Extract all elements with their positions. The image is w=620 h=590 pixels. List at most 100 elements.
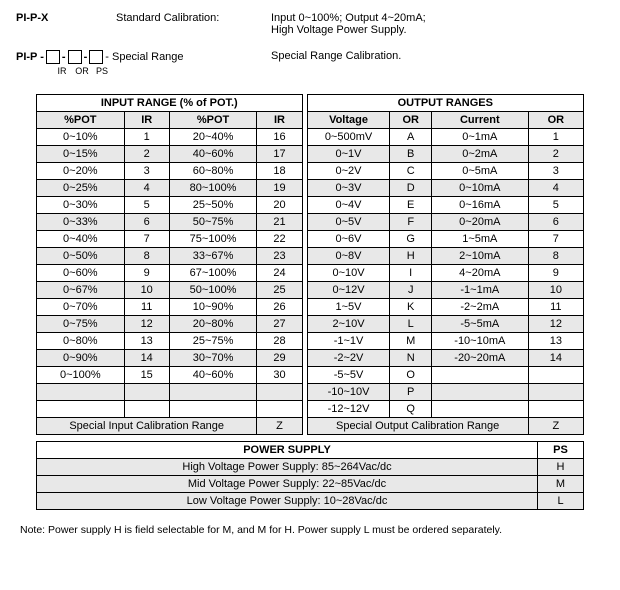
ps-code: L (538, 493, 584, 510)
table-cell: 29 (257, 350, 302, 367)
table-cell: 8 (124, 248, 169, 265)
pipp-sublabels: IR OR PS (52, 66, 271, 76)
table-cell: 27 (257, 316, 302, 333)
table-cell: 0~10mA (431, 180, 528, 197)
table-cell: 0~40% (37, 231, 125, 248)
output-col-voltage: Voltage (307, 112, 390, 129)
table-cell: 30 (257, 367, 302, 384)
table-cell: L (390, 316, 431, 333)
table-cell: 2~10V (307, 316, 390, 333)
table-cell (431, 367, 528, 384)
table-cell: 7 (528, 231, 583, 248)
table-cell: 25~50% (169, 197, 257, 214)
table-cell (169, 401, 257, 418)
table-cell: 24 (257, 265, 302, 282)
table-cell: 30~70% (169, 350, 257, 367)
table-cell: 7 (124, 231, 169, 248)
table-cell: 25 (257, 282, 302, 299)
table-cell (257, 384, 302, 401)
table-cell: 22 (257, 231, 302, 248)
table-cell: 3 (528, 163, 583, 180)
footer-note: Note: Power supply H is field selectable… (20, 524, 600, 536)
table-cell: 50~75% (169, 214, 257, 231)
table-row: 0~5VF0~20mA6 (307, 214, 583, 231)
table-cell: 4 (528, 180, 583, 197)
table-cell: I (390, 265, 431, 282)
table-row: 0~67%1050~100%25 (37, 282, 303, 299)
table-row: 0~40%775~100%22 (37, 231, 303, 248)
table-row: 0~100%1540~60%30 (37, 367, 303, 384)
table-cell (124, 384, 169, 401)
ps-label: High Voltage Power Supply: 85~264Vac/dc (37, 459, 538, 476)
output-col-current: Current (431, 112, 528, 129)
input-range-title: INPUT RANGE (% of POT.) (37, 95, 303, 112)
output-range-title: OUTPUT RANGES (307, 95, 583, 112)
table-row: 0~2VC0~5mA3 (307, 163, 583, 180)
table-cell: 6 (124, 214, 169, 231)
table-cell: 0~3V (307, 180, 390, 197)
table-cell: Q (390, 401, 431, 418)
pipp-dash1: - (62, 51, 66, 63)
table-cell: 0~50% (37, 248, 125, 265)
table-row: -2~2VN-20~20mA14 (307, 350, 583, 367)
pipx-desc-line2: High Voltage Power Supply. (271, 24, 604, 36)
pipx-desc-line1: Input 0~100%; Output 4~20mA; (271, 12, 604, 24)
input-col-pot-r: %POT (169, 112, 257, 129)
table-cell: 11 (124, 299, 169, 316)
table-cell: -10~10mA (431, 333, 528, 350)
table-row: 0~60%967~100%24 (37, 265, 303, 282)
table-cell: 1~5mA (431, 231, 528, 248)
table-cell: 21 (257, 214, 302, 231)
table-row: 0~30%525~50%20 (37, 197, 303, 214)
table-cell: 0~25% (37, 180, 125, 197)
table-cell: -1~1mA (431, 282, 528, 299)
table-cell: M (390, 333, 431, 350)
table-cell: 75~100% (169, 231, 257, 248)
pipx-desc: Input 0~100%; Output 4~20mA; High Voltag… (271, 12, 604, 36)
table-cell: O (390, 367, 431, 384)
power-supply-table: POWER SUPPLY PS High Voltage Power Suppl… (36, 441, 584, 510)
table-cell: 15 (124, 367, 169, 384)
table-row: 0~10%120~40%16 (37, 129, 303, 146)
output-range-table: OUTPUT RANGES Voltage OR Current OR 0~50… (307, 94, 584, 435)
table-cell: 0~8V (307, 248, 390, 265)
pipp-sub-or: OR (72, 66, 92, 76)
table-cell: -10~10V (307, 384, 390, 401)
output-special-code: Z (528, 418, 583, 435)
table-cell: 19 (257, 180, 302, 197)
pipp-box-or (68, 50, 82, 64)
table-cell: 0~80% (37, 333, 125, 350)
ps-label: Mid Voltage Power Supply: 22~85Vac/dc (37, 476, 538, 493)
table-row: 0~75%1220~80%27 (37, 316, 303, 333)
table-cell: 25~75% (169, 333, 257, 350)
table-cell: 17 (257, 146, 302, 163)
table-row: High Voltage Power Supply: 85~264Vac/dcH (37, 459, 584, 476)
table-row: 0~12VJ-1~1mA10 (307, 282, 583, 299)
table-cell: 5 (528, 197, 583, 214)
table-cell: 13 (124, 333, 169, 350)
ps-code: H (538, 459, 584, 476)
table-cell: 0~20% (37, 163, 125, 180)
table-cell: 2~10mA (431, 248, 528, 265)
table-cell: 0~100% (37, 367, 125, 384)
table-cell (37, 384, 125, 401)
table-cell: 0~1mA (431, 129, 528, 146)
input-col-ir-l: IR (124, 112, 169, 129)
table-cell (431, 401, 528, 418)
table-cell: P (390, 384, 431, 401)
table-cell: 50~100% (169, 282, 257, 299)
table-cell (37, 401, 125, 418)
table-row: 0~8VH2~10mA8 (307, 248, 583, 265)
table-cell (431, 384, 528, 401)
pipp-box-ir (46, 50, 60, 64)
table-cell: 40~60% (169, 367, 257, 384)
table-cell: -2~2V (307, 350, 390, 367)
table-row: -5~5VO (307, 367, 583, 384)
table-row: -1~1VM-10~10mA13 (307, 333, 583, 350)
ps-code: M (538, 476, 584, 493)
table-cell: 20 (257, 197, 302, 214)
table-cell: 20~40% (169, 129, 257, 146)
table-cell: 0~12V (307, 282, 390, 299)
table-row: 0~500mVA0~1mA1 (307, 129, 583, 146)
table-cell: 1 (528, 129, 583, 146)
